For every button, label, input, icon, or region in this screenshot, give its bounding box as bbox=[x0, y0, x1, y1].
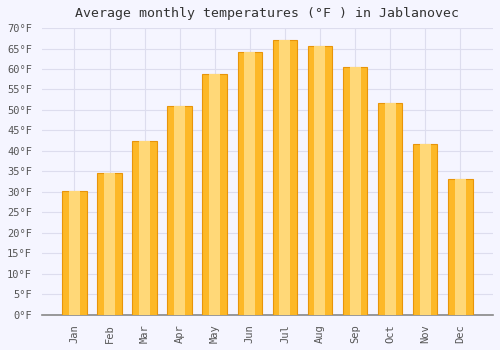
Bar bbox=[62, 191, 86, 315]
Bar bbox=[132, 141, 157, 315]
Bar bbox=[272, 40, 297, 315]
Bar bbox=[98, 173, 122, 315]
Bar bbox=[350, 67, 360, 315]
Bar bbox=[280, 40, 290, 315]
Bar bbox=[202, 74, 227, 315]
Bar bbox=[343, 67, 367, 315]
Bar bbox=[238, 52, 262, 315]
Bar bbox=[384, 103, 396, 315]
Bar bbox=[244, 52, 256, 315]
Bar bbox=[168, 106, 192, 315]
Bar bbox=[420, 144, 430, 315]
Bar bbox=[454, 179, 466, 315]
Bar bbox=[139, 141, 150, 315]
Title: Average monthly temperatures (°F ) in Jablanovec: Average monthly temperatures (°F ) in Ja… bbox=[76, 7, 460, 20]
Bar bbox=[378, 103, 402, 315]
Bar bbox=[308, 46, 332, 315]
Bar bbox=[104, 173, 115, 315]
Bar bbox=[314, 46, 326, 315]
Bar bbox=[209, 74, 220, 315]
Bar bbox=[69, 191, 80, 315]
Bar bbox=[174, 106, 185, 315]
Bar bbox=[448, 179, 472, 315]
Bar bbox=[413, 144, 438, 315]
